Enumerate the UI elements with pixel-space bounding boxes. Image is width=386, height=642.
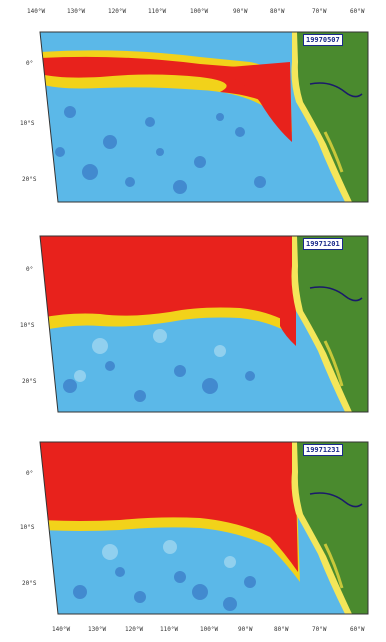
map-panel-1: 19970507 0° 10°S 20°S: [0, 22, 386, 208]
top-tick: 60°W: [350, 8, 365, 15]
top-tick: 140°W: [27, 8, 46, 15]
bottom-tick: 100°W: [200, 626, 219, 633]
lat-tick: 20°S: [22, 176, 37, 183]
lat-tick: 0°: [26, 470, 34, 477]
lat-tick: 20°S: [22, 580, 37, 587]
bottom-tick: 60°W: [350, 626, 365, 633]
lat-tick: 10°S: [20, 120, 35, 127]
bottom-tick: 140°W: [52, 626, 71, 633]
map-panel-2: 19971201 0° 10°S 20°S: [0, 226, 386, 420]
top-tick: 130°W: [67, 8, 86, 15]
lat-tick: 10°S: [20, 524, 35, 531]
date-label: 19971201: [303, 238, 343, 250]
top-tick: 90°W: [233, 8, 248, 15]
lat-tick: 20°S: [22, 378, 37, 385]
map-panel-3: 19971231 0° 10°S 20°S: [0, 432, 386, 622]
bottom-tick: 80°W: [274, 626, 289, 633]
bottom-tick: 120°W: [125, 626, 144, 633]
map-graphic-1: [39, 31, 369, 203]
top-tick: 100°W: [190, 8, 209, 15]
top-tick: 110°W: [148, 8, 167, 15]
lat-tick: 0°: [26, 266, 34, 273]
top-tick: 120°W: [108, 8, 127, 15]
bottom-tick: 130°W: [88, 626, 107, 633]
lat-tick: 0°: [26, 60, 34, 67]
date-label: 19971231: [303, 444, 343, 456]
map-graphic-3: [39, 441, 369, 615]
bottom-tick: 70°W: [312, 626, 327, 633]
bottom-tick: 90°W: [238, 626, 253, 633]
bottom-tick: 110°W: [160, 626, 179, 633]
map-graphic-2: [39, 235, 369, 413]
date-label: 19970507: [303, 34, 343, 46]
lat-tick: 10°S: [20, 322, 35, 329]
top-tick: 70°W: [312, 8, 327, 15]
top-tick: 80°W: [270, 8, 285, 15]
